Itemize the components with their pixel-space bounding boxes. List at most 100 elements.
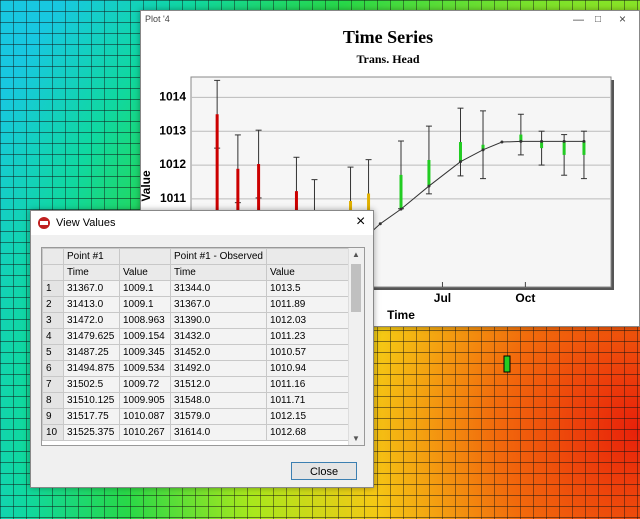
table-cell: 1008.963 (119, 312, 171, 329)
table-row: 10 31525.375 1010.267 31614.0 1012.68 (42, 424, 352, 441)
y-tick-label: 1012 (159, 157, 186, 171)
table-cell: 1009.1 (119, 296, 171, 313)
y-tick-label: 1014 (159, 89, 186, 103)
table-cell: 1012.15 (265, 408, 352, 425)
row-number: 10 (42, 424, 64, 441)
computed-point (562, 139, 566, 143)
table-row: 4 31479.625 1009.154 31432.0 1011.23 (42, 328, 352, 345)
table-cell: 31548.0 (170, 392, 267, 409)
residual-bar (582, 141, 586, 155)
table-row: 7 31502.5 1009.72 31512.0 1011.16 (42, 376, 352, 393)
table-cell: 31494.875 (63, 360, 120, 377)
table-cell: 31579.0 (170, 408, 267, 425)
table-row: 8 31510.125 1009.905 31548.0 1011.71 (42, 392, 352, 409)
table-cell: 1012.03 (265, 312, 352, 329)
residual-bar (458, 142, 462, 162)
computed-point (399, 207, 403, 211)
view-values-dialog: View Values × Point #1 Point #1 - Observ… (30, 210, 374, 488)
window-title: Plot '4 (145, 14, 170, 24)
title-bar: Plot '4 — □ × (141, 11, 639, 29)
row-number: 5 (42, 344, 64, 361)
table-cell: 31367.0 (170, 296, 267, 313)
x-tick-label: Oct (515, 291, 535, 305)
column-header: Value (119, 264, 171, 281)
group-header: Point #1 - Observed (170, 248, 267, 265)
residual-bar (481, 144, 485, 150)
values-table: Point #1 Point #1 - Observed Time Value Ti… (42, 248, 352, 441)
dialog-close[interactable]: × (356, 213, 366, 230)
table-cell: 31367.0 (63, 280, 120, 297)
table-cell: 31472.0 (63, 312, 120, 329)
group-header: Point #1 (63, 248, 120, 265)
residual-bar (540, 141, 544, 149)
minimize-button[interactable]: — (573, 14, 584, 26)
residual-bar (562, 141, 566, 155)
table-cell: 31452.0 (170, 344, 267, 361)
table-cell: 31525.375 (63, 424, 120, 441)
group-header-empty (119, 248, 171, 265)
table-cell: 1009.905 (119, 392, 171, 409)
table-row: 1 31367.0 1009.1 31344.0 1013.5 (42, 280, 352, 297)
table-cell: 1009.72 (119, 376, 171, 393)
close-button[interactable]: Close (291, 462, 357, 480)
title-bar: View Values × (31, 211, 373, 235)
dialog-title: View Values (56, 217, 116, 229)
map-marker (503, 355, 511, 373)
table-cell: 31614.0 (170, 424, 267, 441)
table-cell: 1009.154 (119, 328, 171, 345)
y-tick-label: 1011 (160, 191, 186, 205)
scroll-thumb[interactable] (351, 264, 361, 312)
chart-subtitle: Trans. Head (356, 52, 419, 66)
group-header-row: Point #1 Point #1 - Observed (42, 248, 352, 265)
row-number: 2 (42, 296, 64, 313)
residual-bar (519, 134, 523, 142)
table-row: 3 31472.0 1008.963 31390.0 1012.03 (42, 312, 352, 329)
row-number: 9 (42, 408, 64, 425)
table-container: Point #1 Point #1 - Observed Time Value Ti… (41, 247, 365, 446)
x-axis-label: Time (387, 308, 415, 322)
column-header: Time (63, 264, 120, 281)
residual-bar (427, 159, 431, 187)
close-button[interactable]: × (619, 12, 627, 26)
row-number: 8 (42, 392, 64, 409)
maximize-button[interactable]: □ (595, 14, 602, 25)
row-number: 7 (42, 376, 64, 393)
row-number: 4 (42, 328, 64, 345)
column-header: Time (170, 264, 267, 281)
chart-title: Time Series (343, 29, 433, 47)
computed-point (582, 139, 586, 143)
table-cell: 1010.267 (119, 424, 171, 441)
table-cell: 1009.534 (119, 360, 171, 377)
table-row: 9 31517.75 1010.087 31579.0 1012.15 (42, 408, 352, 425)
table-cell: 1010.087 (119, 408, 171, 425)
table-cell: 1011.89 (265, 296, 352, 313)
row-number: 3 (42, 312, 64, 329)
residual-bar (215, 114, 219, 264)
table-cell: 31413.0 (63, 296, 120, 313)
table-cell: 1010.94 (265, 360, 352, 377)
computed-point (500, 140, 504, 144)
y-tick-label: 1013 (159, 123, 186, 137)
table-cell: 1011.71 (265, 392, 352, 409)
table-cell: 1012.68 (265, 424, 352, 441)
table-row: 2 31413.0 1009.1 31367.0 1011.89 (42, 296, 352, 313)
computed-point (427, 184, 431, 188)
table-cell: 31517.75 (63, 408, 120, 425)
y-axis-label: Value (141, 170, 153, 202)
computed-point (378, 222, 382, 226)
computed-point (540, 139, 544, 143)
row-number: 1 (42, 280, 64, 297)
residual-bar (399, 174, 403, 210)
table-cell: 31487.25 (63, 344, 120, 361)
table-cell: 1011.23 (265, 328, 352, 345)
table-cell: 1009.345 (119, 344, 171, 361)
table-cell: 31432.0 (170, 328, 267, 345)
x-tick-label: Jul (434, 291, 451, 305)
table-cell: 31512.0 (170, 376, 267, 393)
scrollbar[interactable]: ▲ ▼ (348, 248, 364, 445)
table-cell: 31510.125 (63, 392, 120, 409)
table-cell: 1009.1 (119, 280, 171, 297)
table-cell: 31502.5 (63, 376, 120, 393)
corner-cell (42, 248, 64, 265)
